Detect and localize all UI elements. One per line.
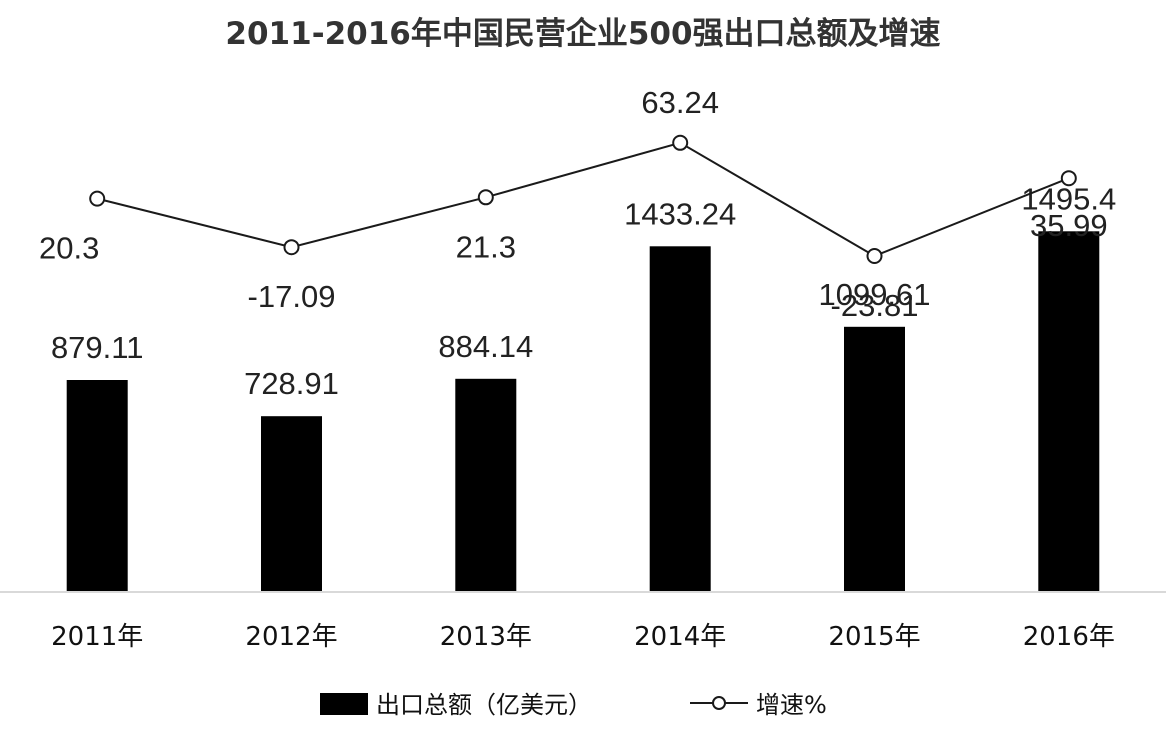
line-data-label-1: -17.09 (248, 279, 336, 314)
bar-3 (649, 246, 711, 593)
chart-title: 2011-2016年中国民营企业500强出口总额及增速 (225, 16, 940, 52)
x-tick-label-2: 2013年 (440, 622, 532, 652)
legend-label-line: 增速% (756, 691, 827, 719)
line-series-path (96, 141, 1070, 258)
bar-data-labels: 879.11 728.91 884.14 1433.24 1099.61 1495.4 (51, 181, 1116, 401)
line-data-label-4: -23.81 (831, 288, 919, 323)
x-tick-label-4: 2015年 (828, 622, 920, 652)
line-point-4 (866, 248, 883, 264)
bar-4 (844, 326, 905, 592)
line-data-label-3: 63.24 (641, 85, 719, 120)
x-tick-labels: 2011年 2012年 2013年 2014年 2015年 2016年 (51, 622, 1115, 652)
line-data-label-0: 20.3 (39, 231, 99, 266)
bar-series (66, 231, 1100, 593)
legend: 出口总额（亿美元） 增速% (320, 691, 827, 719)
bar-5 (1038, 231, 1100, 593)
x-tick-label-3: 2014年 (634, 622, 726, 652)
x-tick-label-0: 2011年 (51, 622, 143, 652)
bar-data-label-3: 1433.24 (624, 196, 736, 231)
bar-data-label-0: 879.11 (51, 330, 144, 365)
line-data-label-5: 35.99 (1030, 208, 1108, 243)
bar-data-label-4: 1099.61 (818, 277, 930, 312)
x-tick-label-1: 2012年 (245, 622, 337, 652)
bar-data-label-2: 884.14 (438, 329, 533, 364)
legend-label-bar: 出口总额（亿美元） (376, 691, 592, 719)
bar-0 (66, 380, 128, 592)
line-point-3 (672, 134, 689, 151)
legend-swatch-marker (712, 696, 726, 710)
bar-data-label-1: 728.91 (244, 366, 339, 401)
bar-data-label-5: 1495.4 (1021, 181, 1116, 216)
line-data-labels: 20.3 -17.09 21.3 63.24 -23.81 35.99 (39, 85, 1108, 323)
bar-1 (261, 416, 322, 592)
x-tick-label-5: 2016年 (1023, 622, 1115, 652)
line-point-1 (283, 239, 300, 256)
line-data-label-2: 21.3 (456, 229, 516, 264)
line-series (89, 134, 1077, 264)
line-point-0 (89, 190, 106, 207)
line-point-5 (1060, 170, 1077, 187)
bar-2 (455, 378, 517, 592)
legend-swatch-bar (320, 693, 368, 715)
line-point-2 (477, 189, 494, 206)
